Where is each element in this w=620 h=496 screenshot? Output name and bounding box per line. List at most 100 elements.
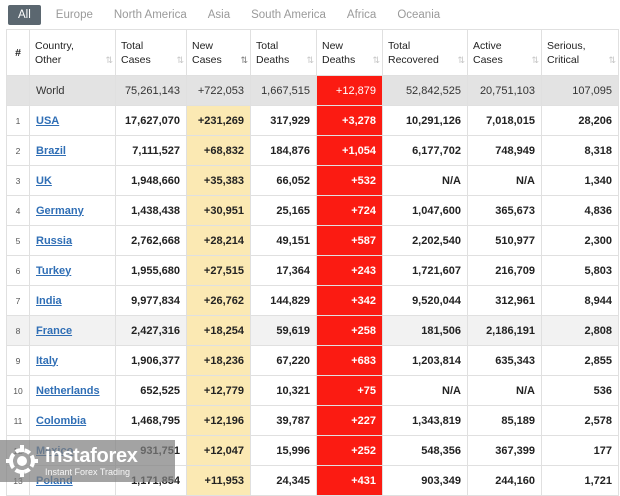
row-rank: 11 — [7, 406, 30, 436]
country-cell: Russia — [30, 226, 116, 256]
header-new-deaths[interactable]: New Deaths ⇅ — [317, 30, 383, 76]
total-recovered-cell: N/A — [383, 376, 468, 406]
new-cases-cell: +27,515 — [187, 256, 251, 286]
total-deaths-cell: 317,929 — [251, 106, 317, 136]
country-row: 7 India 9,977,834 +26,762 144,829 +342 9,520,0… — [7, 286, 619, 316]
new-deaths-cell: +243 — [317, 256, 383, 286]
country-cell: USA — [30, 106, 116, 136]
new-cases-cell: +12,196 — [187, 406, 251, 436]
new-cases-cell: +12,779 — [187, 376, 251, 406]
total-cases-cell: 1,948,660 — [116, 166, 187, 196]
active-cases-cell: 244,160 — [468, 466, 542, 496]
total-recovered-cell: 2,202,540 — [383, 226, 468, 256]
country-row: 5 Russia 2,762,668 +28,214 49,151 +587 2,202,5… — [7, 226, 619, 256]
total-deaths-cell: 184,876 — [251, 136, 317, 166]
header-serious-critical[interactable]: Serious, Critical ⇅ — [542, 30, 619, 76]
tab-oceania[interactable]: Oceania — [388, 5, 449, 25]
sort-icon[interactable]: ⇅ — [531, 53, 537, 67]
header-total-recovered[interactable]: Total Recovered ⇅ — [383, 30, 468, 76]
country-link[interactable]: Italy — [36, 355, 58, 367]
country-row: 3 UK 1,948,660 +35,383 66,052 +532 N/A N/A 1,340 — [7, 166, 619, 196]
active-cases-cell: 216,709 — [468, 256, 542, 286]
country-link[interactable]: Brazil — [36, 145, 66, 157]
country-row: 1 USA 17,627,070 +231,269 317,929 +3,278 10,29… — [7, 106, 619, 136]
world-total-row: World 75,261,143 +722,053 1,667,515 +12,… — [7, 76, 619, 106]
total-recovered-cell: 6,177,702 — [383, 136, 468, 166]
active-cases-cell: 510,977 — [468, 226, 542, 256]
tab-europe[interactable]: Europe — [47, 5, 102, 25]
country-link[interactable]: Germany — [36, 205, 84, 217]
sort-icon[interactable]: ⇅ — [306, 53, 312, 67]
header-total-cases[interactable]: Total Cases ⇅ — [116, 30, 187, 76]
active-cases-cell: 367,399 — [468, 436, 542, 466]
total-deaths-cell: 17,364 — [251, 256, 317, 286]
tab-asia[interactable]: Asia — [199, 5, 239, 25]
serious-critical-cell: 28,206 — [542, 106, 619, 136]
new-deaths-cell: +227 — [317, 406, 383, 436]
tab-south-america[interactable]: South America — [242, 5, 335, 25]
new-cases-cell: +12,047 — [187, 436, 251, 466]
serious-critical-cell: 4,836 — [542, 196, 619, 226]
new-deaths-cell: +683 — [317, 346, 383, 376]
total-deaths-cell: 39,787 — [251, 406, 317, 436]
country-link[interactable]: Russia — [36, 235, 72, 247]
new-deaths-cell: +431 — [317, 466, 383, 496]
total-recovered-cell: 1,203,814 — [383, 346, 468, 376]
row-rank: 3 — [7, 166, 30, 196]
total-cases-cell: 652,525 — [116, 376, 187, 406]
sort-icon[interactable]: ⇅ — [608, 53, 614, 67]
row-rank: 5 — [7, 226, 30, 256]
tab-north-america[interactable]: North America — [105, 5, 196, 25]
new-cases-cell: +26,762 — [187, 286, 251, 316]
new-cases-cell: +231,269 — [187, 106, 251, 136]
total-cases-cell: 9,977,834 — [116, 286, 187, 316]
row-rank: 2 — [7, 136, 30, 166]
serious-critical-cell: 2,300 — [542, 226, 619, 256]
serious-critical-cell: 8,944 — [542, 286, 619, 316]
country-link[interactable]: France — [36, 325, 72, 337]
total-cases-cell: 1,906,377 — [116, 346, 187, 376]
total-recovered-cell: 903,349 — [383, 466, 468, 496]
sort-icon[interactable]: ⇅ — [372, 53, 378, 67]
country-link[interactable]: Colombia — [36, 415, 86, 427]
country-cell: Netherlands — [30, 376, 116, 406]
sort-icon[interactable]: ⇅ — [105, 53, 111, 67]
sort-icon[interactable]: ⇅ — [176, 53, 182, 67]
header-total-deaths[interactable]: Total Deaths ⇅ — [251, 30, 317, 76]
new-deaths-cell: +75 — [317, 376, 383, 406]
total-deaths-cell: 67,220 — [251, 346, 317, 376]
country-cell: Colombia — [30, 406, 116, 436]
country-link[interactable]: Netherlands — [36, 385, 100, 397]
country-link[interactable]: UK — [36, 175, 52, 187]
country-link[interactable]: India — [36, 295, 62, 307]
country-cell: France — [30, 316, 116, 346]
country-link[interactable]: Turkey — [36, 265, 71, 277]
tab-africa[interactable]: Africa — [338, 5, 385, 25]
instaforex-watermark: instaforex Instant Forex Trading — [0, 440, 175, 482]
new-deaths-cell: +258 — [317, 316, 383, 346]
new-cases-cell: +18,254 — [187, 316, 251, 346]
sort-icon[interactable]: ⇅ — [240, 53, 246, 67]
new-cases-cell: +35,383 — [187, 166, 251, 196]
country-cell: Turkey — [30, 256, 116, 286]
serious-critical-cell: 1,340 — [542, 166, 619, 196]
total-deaths-cell: 59,619 — [251, 316, 317, 346]
serious-critical-cell: 1,721 — [542, 466, 619, 496]
header-country[interactable]: Country, Other ⇅ — [30, 30, 116, 76]
country-link[interactable]: USA — [36, 115, 59, 127]
serious-critical-cell: 2,578 — [542, 406, 619, 436]
active-cases-cell: 20,751,103 — [468, 76, 542, 106]
total-deaths-cell: 25,165 — [251, 196, 317, 226]
header-new-cases[interactable]: New Cases ⇅ — [187, 30, 251, 76]
watermark-brand: instaforex — [45, 446, 138, 466]
new-deaths-cell: +252 — [317, 436, 383, 466]
sort-icon[interactable]: ⇅ — [457, 53, 463, 67]
total-cases-cell: 7,111,527 — [116, 136, 187, 166]
total-deaths-cell: 66,052 — [251, 166, 317, 196]
total-cases-cell: 1,438,438 — [116, 196, 187, 226]
header-active-cases[interactable]: Active Cases ⇅ — [468, 30, 542, 76]
tab-all[interactable]: All — [8, 5, 41, 25]
country-row: 9 Italy 1,906,377 +18,236 67,220 +683 1,203,81… — [7, 346, 619, 376]
instaforex-logo-icon — [4, 443, 40, 479]
total-cases-cell: 75,261,143 — [116, 76, 187, 106]
